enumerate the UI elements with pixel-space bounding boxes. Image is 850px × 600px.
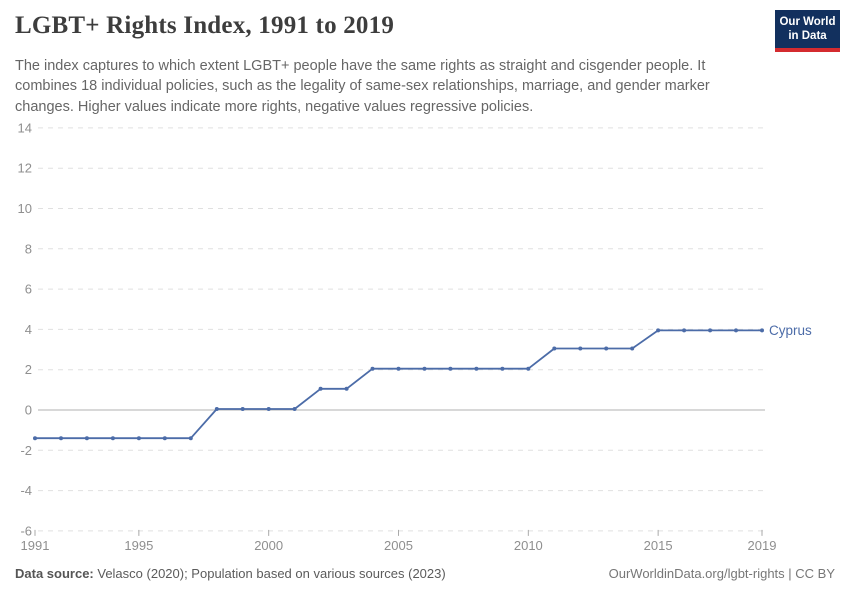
y-axis-tick-label: 2 (25, 362, 32, 377)
data-point[interactable] (318, 386, 323, 391)
y-axis-tick-label: 0 (25, 403, 32, 418)
chart-footer: Data source: Velasco (2020); Population … (15, 566, 835, 581)
data-point[interactable] (656, 328, 661, 333)
data-point[interactable] (578, 346, 583, 351)
y-axis-tick-label: 10 (18, 201, 32, 216)
line-chart[interactable]: -6 -4 -2 0 2 4 6 8 10 12 14 1991 1995 2000 2005 2010 201… (0, 115, 850, 563)
data-point[interactable] (708, 328, 713, 333)
y-axis-tick-label: -6 (20, 523, 32, 538)
x-axis-tick-label: 2015 (644, 538, 673, 553)
data-point[interactable] (266, 407, 271, 411)
data-point[interactable] (136, 436, 141, 441)
data-point[interactable] (110, 436, 115, 441)
credit-link[interactable]: OurWorldinData.org/lgbt-rights | CC BY (608, 566, 835, 581)
y-axis-tick-label: 6 (25, 282, 32, 297)
data-point[interactable] (760, 328, 764, 333)
owid-logo-line1: Our World (779, 15, 836, 28)
data-point[interactable] (448, 366, 453, 371)
series-end-label[interactable]: Cyprus (769, 323, 812, 338)
chart-subtitle: The index captures to which extent LGBT+… (15, 58, 710, 115)
y-axis-tick-label: -4 (20, 483, 32, 498)
y-axis-tick-label: 12 (18, 161, 32, 176)
data-point[interactable] (188, 436, 193, 441)
data-point[interactable] (162, 436, 167, 441)
series-line-cyprus[interactable] (34, 329, 763, 440)
data-point[interactable] (240, 407, 245, 411)
owid-logo-line2: in Data (788, 30, 827, 42)
data-source: Data source: Velasco (2020); Population … (15, 566, 446, 581)
data-point[interactable] (84, 436, 89, 441)
data-source-text: Velasco (2020); Population based on vari… (93, 566, 446, 581)
y-axis-tick-label: 14 (18, 120, 32, 135)
data-point[interactable] (344, 386, 349, 391)
y-axis-tick-label: -2 (20, 443, 32, 458)
data-point[interactable] (370, 366, 375, 371)
data-point[interactable] (214, 407, 219, 411)
data-point[interactable] (552, 346, 557, 351)
y-axis-tick-label: 8 (25, 241, 32, 256)
data-point[interactable] (604, 346, 609, 351)
data-point[interactable] (292, 407, 297, 411)
x-axis-tick-label: 2019 (748, 538, 777, 553)
data-point[interactable] (500, 366, 505, 371)
x-axis-tick-label: 1991 (21, 538, 50, 553)
x-axis-tick-label: 1995 (124, 538, 153, 553)
page-title: LGBT+ Rights Index, 1991 to 2019 (15, 12, 395, 39)
x-axis-tick-label: 2005 (384, 538, 413, 553)
y-axis-tick-label: 4 (25, 322, 32, 337)
x-axis-tick-label: 2000 (254, 538, 283, 553)
owid-logo[interactable]: Our World in Data (775, 10, 840, 52)
data-point[interactable] (59, 436, 63, 441)
data-point[interactable] (422, 366, 427, 371)
data-point[interactable] (474, 366, 479, 371)
data-source-label: Data source: (15, 566, 94, 581)
data-point[interactable] (526, 366, 531, 371)
data-point[interactable] (734, 328, 738, 333)
data-point[interactable] (33, 436, 37, 441)
data-point[interactable] (682, 328, 687, 333)
data-point[interactable] (630, 346, 635, 351)
data-point[interactable] (396, 366, 401, 371)
x-axis-tick-label: 2010 (514, 538, 543, 553)
